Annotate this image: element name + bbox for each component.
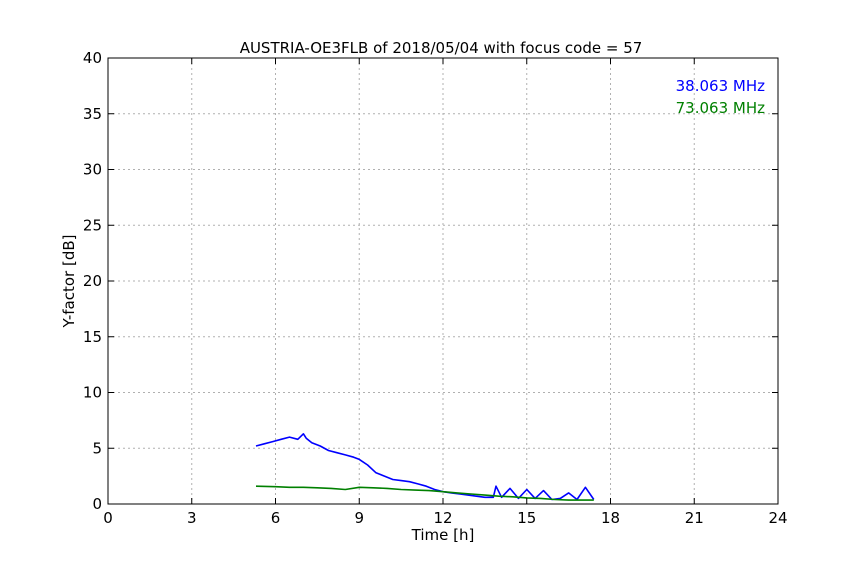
y-tick-label: 20: [83, 272, 102, 290]
x-axis-label: Time [h]: [411, 526, 475, 544]
series-line-2: [255, 485, 594, 501]
y-tick-label: 30: [83, 161, 102, 179]
grid-layer: [108, 58, 778, 504]
y-tick-label: 25: [83, 216, 102, 234]
x-tick-label: 6: [271, 509, 281, 527]
y-tick-label: 5: [92, 439, 102, 457]
x-tick-label: 0: [103, 509, 113, 527]
legend-entry-1: 38.063 MHz: [676, 77, 765, 95]
legend-entry-2: 73.063 MHz: [676, 99, 765, 117]
series-line-1: [255, 432, 595, 501]
y-tick-label: 35: [83, 105, 102, 123]
y-tick-label: 15: [83, 328, 102, 346]
x-tick-label: 24: [768, 509, 787, 527]
x-tick-label: 18: [601, 509, 620, 527]
chart-title: AUSTRIA-OE3FLB of 2018/05/04 with focus …: [240, 39, 643, 57]
y-tick-label: 40: [83, 49, 102, 67]
x-tick-label: 12: [433, 509, 452, 527]
y-tick-label: 10: [83, 384, 102, 402]
y-axis-label: Y-factor [dB]: [60, 234, 78, 328]
x-tick-label: 21: [685, 509, 704, 527]
series-layer: [255, 432, 595, 501]
legend: 38.063 MHz 73.063 MHz: [676, 77, 765, 117]
y-tick-label: 0: [92, 495, 102, 513]
tick-layer: 0 3 6 9 12 15 18 21 24 0 5 10 15 20 25 30 35 40: [83, 49, 788, 527]
x-tick-label: 9: [354, 509, 364, 527]
x-tick-label: 3: [187, 509, 197, 527]
x-tick-label: 15: [517, 509, 536, 527]
